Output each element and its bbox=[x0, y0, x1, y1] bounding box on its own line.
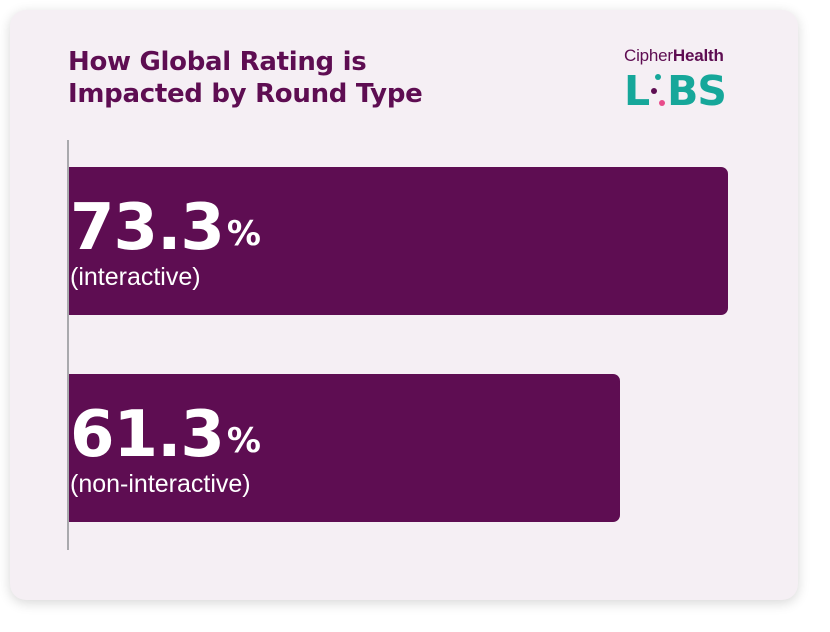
chart-title-line-2: Impacted by Round Type bbox=[68, 79, 423, 109]
logo-brand-light: Cipher bbox=[624, 46, 673, 65]
logo-dot-1 bbox=[655, 74, 662, 80]
logo-dot-3 bbox=[659, 100, 666, 106]
cipherhealth-labs-logo: CipherHealth L BS bbox=[624, 46, 748, 118]
logo-labs: L BS bbox=[624, 68, 748, 112]
bar-value-suffix: % bbox=[226, 421, 261, 461]
bar-category-label-2: (non-interactive) bbox=[70, 470, 251, 498]
bar-value-number: 61.3 bbox=[70, 398, 225, 472]
chart-title: How Global Rating is Impacted by Round T… bbox=[68, 46, 423, 110]
y-axis-line bbox=[67, 140, 69, 550]
logo-labs-right: BS bbox=[667, 67, 727, 115]
bar-value-label-1: 73.3% bbox=[70, 196, 261, 260]
bar-value-suffix: % bbox=[226, 214, 261, 254]
logo-brand-bold: Health bbox=[672, 46, 724, 65]
bar-1 bbox=[69, 167, 729, 315]
chart-card: How Global Rating is Impacted by Round T… bbox=[10, 10, 798, 600]
logo-brand: CipherHealth bbox=[624, 46, 748, 66]
logo-dot-2 bbox=[651, 88, 658, 94]
logo-labs-left: L bbox=[624, 67, 650, 115]
bar-2 bbox=[69, 374, 621, 522]
bar-category-label-1: (interactive) bbox=[70, 263, 201, 291]
chart-title-line-1: How Global Rating is bbox=[68, 47, 367, 77]
bar-value-number: 73.3 bbox=[70, 191, 225, 265]
logo-molecule-icon bbox=[650, 70, 666, 112]
bar-value-label-2: 61.3% bbox=[70, 403, 261, 467]
